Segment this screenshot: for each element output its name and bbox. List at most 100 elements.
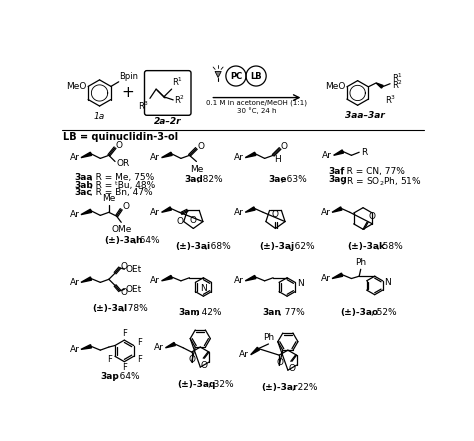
- Text: Ar: Ar: [320, 274, 330, 283]
- Text: 3aa: 3aa: [75, 173, 93, 182]
- Polygon shape: [162, 276, 172, 281]
- Text: +: +: [121, 86, 134, 101]
- Text: N: N: [297, 280, 303, 288]
- Text: O: O: [189, 217, 196, 225]
- Text: (±)-3ah: (±)-3ah: [104, 236, 143, 245]
- Text: 30 °C, 24 h: 30 °C, 24 h: [237, 107, 277, 113]
- Text: R$^1$: R$^1$: [392, 71, 402, 84]
- Text: (±)-3ao: (±)-3ao: [340, 308, 378, 317]
- Text: , 68%: , 68%: [205, 242, 231, 250]
- Text: O: O: [122, 202, 129, 211]
- Text: , R = CN, 77%: , R = CN, 77%: [341, 167, 404, 176]
- Polygon shape: [245, 276, 256, 281]
- Text: , 64%: , 64%: [134, 236, 159, 245]
- Text: Ar: Ar: [320, 208, 330, 217]
- Text: Ar: Ar: [70, 278, 80, 287]
- Text: Ar: Ar: [234, 153, 244, 162]
- Text: LB = quinuclidin-3-ol: LB = quinuclidin-3-ol: [63, 132, 178, 142]
- Text: R$^3$: R$^3$: [138, 100, 149, 112]
- Text: Ar: Ar: [150, 277, 160, 285]
- Text: , 58%: , 58%: [377, 242, 403, 250]
- Text: OEt: OEt: [125, 265, 141, 274]
- Text: Bpin: Bpin: [119, 72, 138, 81]
- Text: , 64%: , 64%: [114, 373, 140, 381]
- Text: N: N: [384, 278, 391, 287]
- Text: , 52%: , 52%: [371, 308, 396, 317]
- Text: O: O: [281, 142, 288, 150]
- Text: Ar: Ar: [150, 208, 160, 217]
- Text: 0.1 M in acetone/MeOH (1:1): 0.1 M in acetone/MeOH (1:1): [206, 100, 307, 106]
- Text: Ar: Ar: [234, 277, 244, 285]
- Text: O: O: [276, 359, 283, 367]
- Text: LB: LB: [250, 71, 262, 81]
- Text: O: O: [176, 217, 183, 225]
- Text: Ar: Ar: [234, 208, 244, 217]
- Text: 3am: 3am: [179, 308, 201, 317]
- Polygon shape: [245, 207, 255, 212]
- Text: R: R: [362, 148, 368, 157]
- Text: Ar: Ar: [70, 345, 80, 354]
- Text: R$^2$: R$^2$: [174, 93, 185, 106]
- Text: , R = Bn, 47%: , R = Bn, 47%: [90, 188, 153, 198]
- Text: Me: Me: [191, 164, 204, 174]
- Text: Me: Me: [102, 194, 116, 203]
- Polygon shape: [251, 347, 259, 355]
- Text: Ar: Ar: [70, 153, 80, 162]
- Polygon shape: [332, 273, 343, 279]
- Text: Ar: Ar: [70, 210, 80, 219]
- Text: O: O: [197, 142, 204, 150]
- Text: F: F: [137, 355, 142, 364]
- Text: Ph: Ph: [263, 333, 274, 342]
- Text: H: H: [274, 154, 281, 164]
- Text: F: F: [122, 329, 127, 339]
- Text: 1a: 1a: [94, 112, 105, 121]
- Text: O: O: [289, 364, 295, 374]
- Polygon shape: [245, 152, 256, 157]
- Text: , R = SO$_2$Ph, 51%: , R = SO$_2$Ph, 51%: [341, 176, 421, 188]
- Text: , 62%: , 62%: [289, 242, 314, 250]
- Polygon shape: [332, 207, 342, 212]
- Text: 3ac: 3ac: [75, 188, 92, 198]
- Text: O: O: [272, 210, 279, 219]
- Polygon shape: [376, 83, 383, 88]
- Text: OR: OR: [117, 159, 130, 168]
- Text: R$^1$: R$^1$: [173, 76, 183, 88]
- Text: R$^3$: R$^3$: [384, 94, 396, 106]
- Text: (±)-3ak: (±)-3ak: [347, 242, 385, 250]
- FancyBboxPatch shape: [145, 71, 191, 115]
- Text: O: O: [120, 262, 128, 271]
- Text: 3af: 3af: [328, 167, 345, 176]
- Text: F: F: [137, 338, 142, 347]
- Polygon shape: [81, 345, 91, 349]
- Text: MeO: MeO: [66, 82, 87, 91]
- Polygon shape: [215, 71, 221, 78]
- Text: F: F: [107, 355, 112, 364]
- Text: O: O: [116, 141, 123, 150]
- Polygon shape: [81, 277, 91, 282]
- Text: 3an: 3an: [262, 308, 281, 317]
- Text: 2a–2r: 2a–2r: [154, 117, 182, 126]
- Text: , 63%: , 63%: [281, 175, 307, 183]
- Text: OMe: OMe: [112, 225, 132, 235]
- Polygon shape: [162, 152, 172, 157]
- Polygon shape: [162, 207, 172, 212]
- Text: (±)-3ar: (±)-3ar: [261, 383, 297, 392]
- Text: Ar: Ar: [322, 151, 332, 160]
- Polygon shape: [81, 209, 91, 215]
- Text: , 22%: , 22%: [292, 383, 317, 392]
- Text: O: O: [120, 288, 128, 297]
- Text: R$^2$: R$^2$: [392, 78, 403, 91]
- Text: 3ad: 3ad: [185, 175, 203, 183]
- Polygon shape: [165, 342, 175, 348]
- Polygon shape: [81, 152, 91, 157]
- Text: Ph: Ph: [355, 258, 366, 267]
- Text: Ar: Ar: [150, 153, 160, 162]
- Text: Ar: Ar: [239, 350, 249, 359]
- Text: (±)-3ai: (±)-3ai: [175, 242, 210, 250]
- Text: O: O: [368, 212, 375, 221]
- Text: 3aa–3ar: 3aa–3ar: [346, 112, 385, 120]
- Text: (±)-3aq: (±)-3aq: [177, 380, 215, 389]
- Text: 3ab: 3ab: [75, 181, 93, 190]
- Text: , 77%: , 77%: [279, 308, 305, 317]
- Text: 3ag: 3ag: [328, 176, 347, 184]
